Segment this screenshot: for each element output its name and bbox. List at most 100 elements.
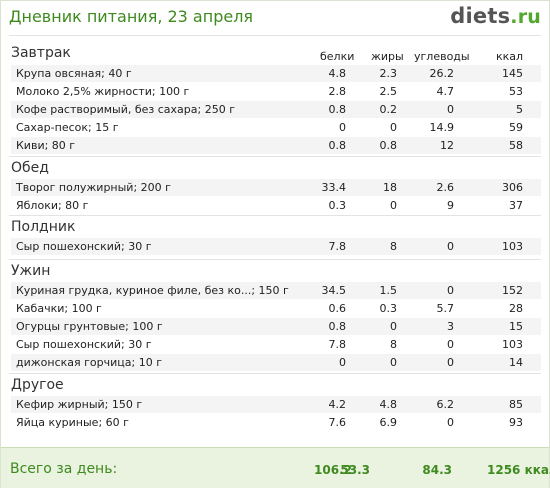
fats-value: 8 <box>390 338 397 351</box>
section-divider <box>9 259 541 260</box>
section-heading: Другое <box>11 377 64 393</box>
food-row[interactable]: Яйца куриные; 60 г 7.6 6.9 0 93 <box>11 414 541 431</box>
kcal-value: 28 <box>509 302 523 315</box>
kcal-value: 58 <box>509 139 523 152</box>
fats-value: 1.5 <box>379 284 398 297</box>
proteins-value: 0.8 <box>328 139 347 152</box>
food-row[interactable]: Творог полужирный; 200 г 33.4 18 2.6 306 <box>11 179 541 196</box>
total-carbs: 84.3 <box>422 463 452 477</box>
food-row[interactable]: Киви; 80 г 0.8 0.8 12 58 <box>11 137 541 154</box>
total-proteins: 106.2 <box>314 463 352 477</box>
carbs-value: 14.9 <box>429 121 455 134</box>
carbs-value: 26.2 <box>429 67 455 80</box>
food-name: Кефир жирный; 150 г <box>16 398 143 411</box>
carbs-value: 3 <box>447 320 454 333</box>
food-name: Огурцы грунтовые; 100 г <box>16 320 163 333</box>
food-row[interactable]: Сахар-песок; 15 г 0 0 14.9 59 <box>11 119 541 136</box>
food-name: Творог полужирный; 200 г <box>16 181 171 194</box>
food-row[interactable]: Кабачки; 100 г 0.6 0.3 5.7 28 <box>11 300 541 317</box>
proteins-value: 7.6 <box>328 416 347 429</box>
fats-value: 2.5 <box>379 85 398 98</box>
total-kcal: 1256 ккал <box>487 463 550 477</box>
column-header-carbs: углеводы <box>414 50 470 63</box>
carbs-value: 0 <box>447 356 454 369</box>
header-divider <box>9 35 541 36</box>
food-name: Киви; 80 г <box>16 139 76 152</box>
header: Дневник питания, 23 апреля diets.ru <box>1 1 549 35</box>
proteins-value: 0 <box>339 356 346 369</box>
kcal-value: 85 <box>509 398 523 411</box>
proteins-value: 0 <box>339 121 346 134</box>
fats-value: 0 <box>390 356 397 369</box>
fats-value: 0 <box>390 199 397 212</box>
food-name: Яйца куриные; 60 г <box>16 416 129 429</box>
proteins-value: 0.8 <box>328 320 347 333</box>
kcal-value: 59 <box>509 121 523 134</box>
proteins-value: 33.4 <box>321 181 347 194</box>
section-heading: Завтрак <box>11 45 71 61</box>
kcal-value: 103 <box>502 338 523 351</box>
kcal-value: 103 <box>502 240 523 253</box>
kcal-value: 306 <box>502 181 523 194</box>
proteins-value: 34.5 <box>321 284 347 297</box>
food-row[interactable]: Молоко 2,5% жирности; 100 г 2.8 2.5 4.7 53 <box>11 83 541 100</box>
food-name: Молоко 2,5% жирности; 100 г <box>16 85 190 98</box>
daily-total-bar: Всего за день: 106.2 53.3 84.3 1256 ккал <box>1 447 550 488</box>
section-divider <box>9 373 541 374</box>
fats-value: 0.8 <box>379 139 398 152</box>
food-name: Крупа овсяная; 40 г <box>16 67 132 80</box>
carbs-value: 0 <box>447 240 454 253</box>
carbs-value: 6.2 <box>436 398 455 411</box>
food-name: Сахар-песок; 15 г <box>16 121 119 134</box>
food-name: Яблоки; 80 г <box>16 199 89 212</box>
food-row[interactable]: Яблоки; 80 г 0.3 0 9 37 <box>11 197 541 214</box>
logo-main: diets <box>450 4 511 28</box>
carbs-value: 0 <box>447 416 454 429</box>
carbs-value: 9 <box>447 199 454 212</box>
kcal-value: 53 <box>509 85 523 98</box>
carbs-value: 12 <box>440 139 454 152</box>
food-name: Кабачки; 100 г <box>16 302 102 315</box>
total-fats: 53.3 <box>340 463 370 477</box>
fats-value: 0.3 <box>379 302 398 315</box>
fats-value: 0.2 <box>379 103 398 116</box>
carbs-value: 2.6 <box>436 181 455 194</box>
section-heading: Ужин <box>11 263 51 279</box>
food-name: Сыр пошехонский; 30 г <box>16 338 152 351</box>
fats-value: 2.3 <box>379 67 398 80</box>
food-row[interactable]: Огурцы грунтовые; 100 г 0.8 0 3 15 <box>11 318 541 335</box>
food-row[interactable]: Сыр пошехонский; 30 г 7.8 8 0 103 <box>11 238 541 255</box>
proteins-value: 0.3 <box>328 199 347 212</box>
food-name: Куриная грудка, куриное филе, без ко...;… <box>16 284 289 297</box>
kcal-value: 15 <box>509 320 523 333</box>
proteins-value: 7.8 <box>328 240 347 253</box>
section-divider <box>9 215 541 216</box>
fats-value: 18 <box>383 181 397 194</box>
food-row[interactable]: дижонская горчица; 10 г 0 0 0 14 <box>11 354 541 371</box>
food-row[interactable]: Кофе растворимый, без сахара; 250 г 0.8 0.… <box>11 101 541 118</box>
total-label: Всего за день: <box>10 461 118 477</box>
section-heading: Полдник <box>11 219 76 235</box>
logo-suffix: .ru <box>510 6 541 28</box>
proteins-value: 2.8 <box>328 85 347 98</box>
kcal-value: 37 <box>509 199 523 212</box>
column-header-proteins: белки <box>320 50 355 63</box>
food-row[interactable]: Крупа овсяная; 40 г 4.8 2.3 26.2 145 <box>11 65 541 82</box>
proteins-value: 0.8 <box>328 103 347 116</box>
food-row[interactable]: Куриная грудка, куриное филе, без ко...;… <box>11 282 541 299</box>
food-row[interactable]: Сыр пошехонский; 30 г 7.8 8 0 103 <box>11 336 541 353</box>
carbs-value: 4.7 <box>436 85 455 98</box>
carbs-value: 0 <box>447 284 454 297</box>
fats-value: 6.9 <box>379 416 398 429</box>
site-logo[interactable]: diets.ru <box>450 4 541 28</box>
food-row[interactable]: Кефир жирный; 150 г 4.2 4.8 6.2 85 <box>11 396 541 413</box>
kcal-value: 5 <box>516 103 523 116</box>
fats-value: 8 <box>390 240 397 253</box>
food-name: Сыр пошехонский; 30 г <box>16 240 152 253</box>
proteins-value: 7.8 <box>328 338 347 351</box>
kcal-value: 152 <box>502 284 523 297</box>
kcal-value: 14 <box>509 356 523 369</box>
fats-value: 4.8 <box>379 398 398 411</box>
proteins-value: 4.2 <box>328 398 347 411</box>
